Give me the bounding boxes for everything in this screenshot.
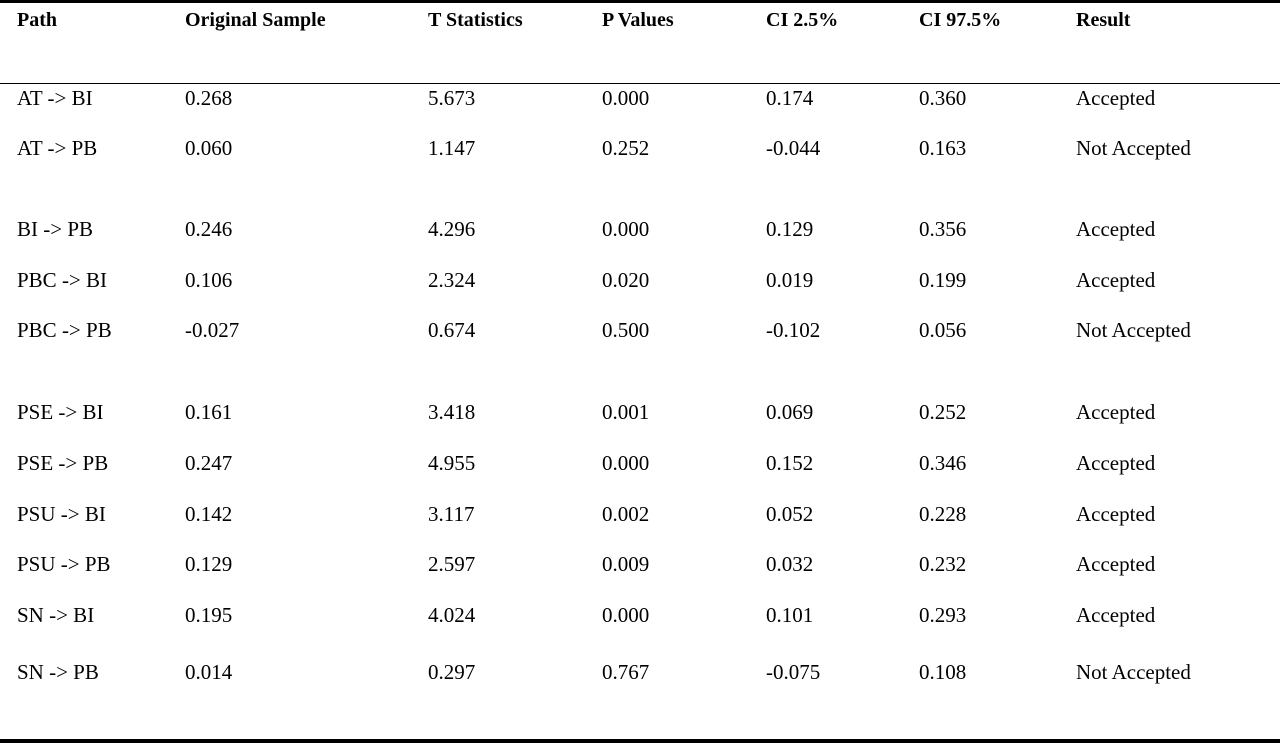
cell-ci-2-5: 0.129	[766, 217, 814, 241]
cell-ci-2-5: 0.032	[766, 552, 814, 576]
cell-result: Accepted	[1076, 502, 1156, 526]
cell-ci-2-5: -0.044	[766, 136, 821, 160]
cell-result: Not Accepted	[1076, 318, 1191, 342]
cell-p-values: 0.002	[602, 502, 650, 526]
cell-p-values: 0.000	[602, 217, 650, 241]
cell-p-values: 0.000	[602, 451, 650, 475]
cell-t-statistics: 4.296	[428, 217, 476, 241]
cell-p-values: 0.000	[602, 86, 650, 110]
cell-p-values: 0.767	[602, 660, 650, 684]
cell-ci-97-5: 0.108	[919, 660, 967, 684]
cell-p-values: 0.001	[602, 400, 650, 424]
cell-path: PSE -> BI	[17, 400, 104, 424]
cell-ci-2-5: 0.101	[766, 603, 814, 627]
cell-p-values: 0.500	[602, 318, 650, 342]
cell-path: PBC -> BI	[17, 268, 108, 292]
cell-p-values: 0.020	[602, 268, 650, 292]
cell-ci-97-5: 0.356	[919, 217, 967, 241]
cell-t-statistics: 1.147	[428, 136, 476, 160]
table-top-rule	[0, 0, 1280, 3]
cell-ci-97-5: 0.232	[919, 552, 967, 576]
cell-path: BI -> PB	[17, 217, 94, 241]
cell-ci-2-5: 0.052	[766, 502, 814, 526]
cell-result: Accepted	[1076, 400, 1156, 424]
cell-p-values: 0.252	[602, 136, 650, 160]
cell-result: Accepted	[1076, 552, 1156, 576]
cell-result: Not Accepted	[1076, 136, 1191, 160]
cell-ci-97-5: 0.346	[919, 451, 967, 475]
cell-original-sample: 0.161	[185, 400, 233, 424]
cell-result: Not Accepted	[1076, 660, 1191, 684]
cell-t-statistics: 2.597	[428, 552, 476, 576]
cell-t-statistics: 4.955	[428, 451, 476, 475]
table-bottom-rule	[0, 739, 1280, 743]
cell-p-values: 0.009	[602, 552, 650, 576]
cell-path: SN -> BI	[17, 603, 95, 627]
cell-original-sample: 0.268	[185, 86, 233, 110]
cell-original-sample: 0.129	[185, 552, 233, 576]
cell-original-sample: 0.246	[185, 217, 233, 241]
cell-ci-97-5: 0.252	[919, 400, 967, 424]
cell-t-statistics: 5.673	[428, 86, 476, 110]
table-header-rule	[0, 83, 1280, 84]
cell-path: PSU -> BI	[17, 502, 106, 526]
cell-original-sample: 0.247	[185, 451, 233, 475]
column-header-original-sample: Original Sample	[185, 9, 326, 31]
column-header-ci-2-5: CI 2.5%	[766, 9, 839, 31]
cell-result: Accepted	[1076, 86, 1156, 110]
cell-p-values: 0.000	[602, 603, 650, 627]
cell-path: AT -> PB	[17, 136, 98, 160]
cell-t-statistics: 4.024	[428, 603, 476, 627]
cell-t-statistics: 0.674	[428, 318, 476, 342]
cell-ci-2-5: -0.102	[766, 318, 821, 342]
cell-ci-2-5: 0.069	[766, 400, 814, 424]
cell-t-statistics: 3.117	[428, 502, 475, 526]
column-header-result: Result	[1076, 9, 1131, 31]
cell-result: Accepted	[1076, 217, 1156, 241]
cell-original-sample: 0.014	[185, 660, 233, 684]
cell-path: AT -> BI	[17, 86, 93, 110]
column-header-p-values: P Values	[602, 9, 674, 31]
cell-ci-97-5: 0.228	[919, 502, 967, 526]
cell-ci-97-5: 0.163	[919, 136, 967, 160]
cell-ci-97-5: 0.293	[919, 603, 967, 627]
cell-ci-2-5: 0.174	[766, 86, 814, 110]
cell-ci-2-5: 0.019	[766, 268, 814, 292]
cell-ci-2-5: -0.075	[766, 660, 821, 684]
cell-result: Accepted	[1076, 451, 1156, 475]
column-header-ci-97-5: CI 97.5%	[919, 9, 1002, 31]
cell-ci-97-5: 0.360	[919, 86, 967, 110]
column-header-path: Path	[17, 9, 57, 31]
column-header-t-statistics: T Statistics	[428, 9, 523, 31]
cell-original-sample: 0.195	[185, 603, 233, 627]
cell-path: PSE -> PB	[17, 451, 109, 475]
cell-original-sample: -0.027	[185, 318, 240, 342]
cell-original-sample: 0.106	[185, 268, 233, 292]
cell-original-sample: 0.142	[185, 502, 233, 526]
cell-path: SN -> PB	[17, 660, 99, 684]
cell-result: Accepted	[1076, 603, 1156, 627]
cell-original-sample: 0.060	[185, 136, 233, 160]
cell-path: PBC -> PB	[17, 318, 112, 342]
cell-path: PSU -> PB	[17, 552, 111, 576]
cell-ci-2-5: 0.152	[766, 451, 814, 475]
cell-t-statistics: 2.324	[428, 268, 476, 292]
cell-ci-97-5: 0.199	[919, 268, 967, 292]
cell-ci-97-5: 0.056	[919, 318, 967, 342]
cell-t-statistics: 3.418	[428, 400, 476, 424]
cell-t-statistics: 0.297	[428, 660, 476, 684]
cell-result: Accepted	[1076, 268, 1156, 292]
